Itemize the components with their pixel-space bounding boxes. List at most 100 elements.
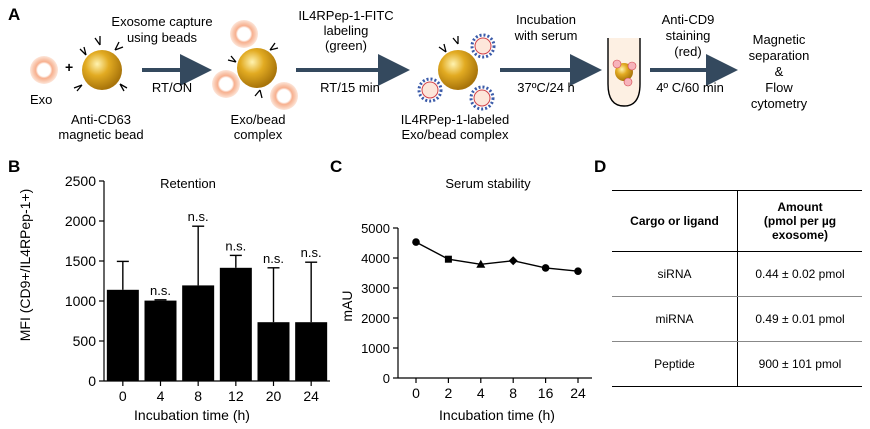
significance-label: n.s. — [225, 238, 246, 253]
bead-label-line-1: Anti-CD63 — [71, 112, 131, 127]
exo-bead-complex-icon — [212, 20, 298, 110]
y-tick-label: 1500 — [65, 253, 96, 269]
final-line-5: cytometry — [751, 96, 808, 111]
final-line-1: Magnetic — [753, 32, 806, 47]
panel-a: A Exo + Anti-CD63 magnetic bead Exosome … — [8, 5, 809, 142]
data-point — [476, 259, 486, 268]
arrow2-label: RT/15 min — [320, 80, 380, 95]
y-tick-label: 500 — [73, 333, 97, 349]
panel-d-label: D — [594, 157, 606, 176]
y-tick-label: 1000 — [361, 341, 390, 356]
panel-c: C Serum stability Incubation time (h) mA… — [330, 157, 592, 423]
x-tick-label: 0 — [119, 388, 127, 404]
significance-label: n.s. — [301, 245, 322, 260]
complex1-line-1: Exo/bead — [231, 112, 286, 127]
table-row: miRNA 0.49 ± 0.01 pmol — [612, 296, 862, 342]
significance-label: n.s. — [263, 251, 284, 266]
labeled-complex-icon — [417, 33, 496, 111]
step3-line-2: with serum — [514, 28, 578, 43]
y-tick-label: 2000 — [65, 213, 96, 229]
header-amount: Amount (pmol per µg exosome) — [737, 190, 862, 252]
step2-line-2: labeling — [324, 23, 369, 38]
x-tick-label: 2 — [445, 385, 453, 401]
arrow4-label: 4º C/60 min — [656, 80, 724, 95]
bar — [182, 285, 215, 381]
chart-c-title: Serum stability — [445, 176, 531, 191]
x-tick-label: 4 — [157, 388, 165, 404]
x-tick-label: 12 — [228, 388, 244, 404]
bar — [144, 300, 177, 381]
exosome-icon — [30, 56, 58, 84]
amount-cell: 0.49 ± 0.01 pmol — [737, 296, 862, 342]
exo-label: Exo — [30, 92, 52, 107]
amount-cell: 0.44 ± 0.02 pmol — [737, 251, 862, 297]
data-point — [574, 267, 582, 276]
x-tick-label: 24 — [570, 385, 586, 401]
series-line — [415, 241, 579, 272]
chart-b-plot: 0 500 1000 1500 2000 2500 0 4 n.s. 8 n.s. 12 n.s. 20 n… — [65, 173, 330, 404]
cargo-table: Cargo or ligand Amount (pmol per µg exos… — [612, 190, 862, 387]
significance-label: n.s. — [188, 209, 209, 224]
step4-line-1: Anti-CD9 — [662, 12, 715, 27]
x-tick-label: 0 — [412, 385, 420, 401]
cargo-cell: miRNA — [612, 296, 738, 342]
y-tick-label: 2500 — [65, 173, 96, 189]
chart-c-ylabel: mAU — [339, 290, 355, 321]
step1-line-2: using beads — [127, 30, 198, 45]
data-point — [412, 238, 420, 246]
y-tick-label: 0 — [88, 373, 96, 389]
y-tick-label: 5000 — [361, 221, 390, 236]
panel-b: B Retention Incubation time (h) MFI (CD9… — [8, 157, 330, 423]
data-point — [508, 256, 518, 266]
data-point — [444, 255, 452, 263]
chart-b-title: Retention — [160, 176, 216, 191]
chart-b-ylabel: MFI (CD9+/IL4RPep-1+) — [17, 189, 33, 342]
step4-line-2: staining — [666, 28, 711, 43]
step4-line-3: (red) — [674, 44, 701, 59]
complex1-line-2: complex — [234, 127, 283, 142]
step2-line-1: IL4RPep-1-FITC — [298, 8, 393, 23]
x-tick-label: 8 — [194, 388, 202, 404]
step2-line-3: (green) — [325, 38, 367, 53]
data-point — [541, 264, 550, 272]
y-tick-label: 4000 — [361, 251, 390, 266]
cargo-cell: siRNA — [612, 251, 738, 297]
bar — [106, 289, 139, 381]
step1-line-1: Exosome capture — [111, 14, 212, 29]
plus-sign: + — [65, 59, 73, 75]
panel-b-label: B — [8, 157, 20, 176]
arrow3-label: 37ºC/24 h — [517, 80, 575, 95]
final-line-2: separation — [749, 48, 810, 63]
amount-cell: 900 ± 101 pmol — [737, 341, 862, 387]
x-tick-label: 20 — [266, 388, 282, 404]
significance-label: n.s. — [150, 283, 171, 298]
panel-c-label: C — [330, 157, 342, 176]
bead-label-line-2: magnetic bead — [58, 127, 143, 142]
bar — [295, 322, 328, 381]
complex2-line-2: Exo/bead complex — [402, 127, 509, 142]
bar — [257, 322, 290, 381]
x-tick-label: 8 — [509, 385, 517, 401]
serum-tube-icon — [607, 38, 641, 107]
table-row: Peptide 900 ± 101 pmol — [612, 341, 862, 387]
arrow1-label: RT/ON — [152, 80, 192, 95]
y-tick-label: 1000 — [65, 293, 96, 309]
y-tick-label: 2000 — [361, 311, 390, 326]
chart-b-xlabel: Incubation time (h) — [134, 407, 250, 423]
y-tick-label: 0 — [383, 371, 390, 386]
final-line-4: Flow — [765, 80, 793, 95]
x-tick-label: 24 — [303, 388, 319, 404]
cargo-cell: Peptide — [612, 341, 738, 387]
final-line-3: & — [775, 64, 784, 79]
step3-line-1: Incubation — [516, 12, 576, 27]
chart-c-xlabel: Incubation time (h) — [439, 407, 555, 423]
bar — [219, 267, 252, 381]
magnetic-bead-icon — [73, 36, 128, 92]
x-tick-label: 4 — [477, 385, 485, 401]
panel-a-label: A — [8, 5, 20, 24]
y-tick-label: 3000 — [361, 281, 390, 296]
table-row: siRNA 0.44 ± 0.02 pmol — [612, 251, 862, 297]
x-tick-label: 16 — [538, 385, 554, 401]
